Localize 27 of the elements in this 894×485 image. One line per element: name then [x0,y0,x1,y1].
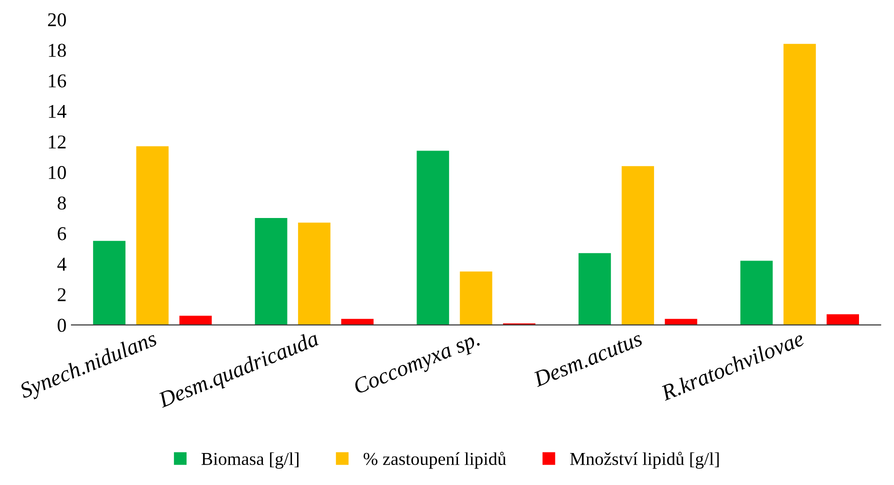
bar [622,166,654,325]
bar [578,253,611,325]
legend-label: % zastoupení lipidů [364,452,506,469]
bar [460,271,492,325]
bar [341,318,374,325]
y-tick-label: 18 [48,44,66,57]
y-tick-label: 12 [48,135,66,148]
y-tick-label: 8 [58,196,66,210]
bar [254,218,288,325]
legend-label: Biomasa [g/l] [202,452,298,469]
y-tick-label: 6 [58,227,66,240]
y-tick-label: 14 [48,104,66,118]
y-tick-label: 4 [57,258,66,271]
y-tick-label: 10 [48,166,66,180]
bar [784,44,816,325]
bar [136,146,169,325]
y-tick-label: 2 [58,288,66,302]
bar [179,316,212,325]
bar [826,314,860,325]
legend-label: Množství lipidů [g/l] [570,452,719,469]
y-tick-label: 20 [48,13,66,26]
bar [93,240,126,325]
y-tick-label: 0 [58,318,66,332]
bar [298,222,330,325]
bar [416,150,450,325]
y-tick-label: 16 [48,74,66,88]
bar [740,260,773,325]
